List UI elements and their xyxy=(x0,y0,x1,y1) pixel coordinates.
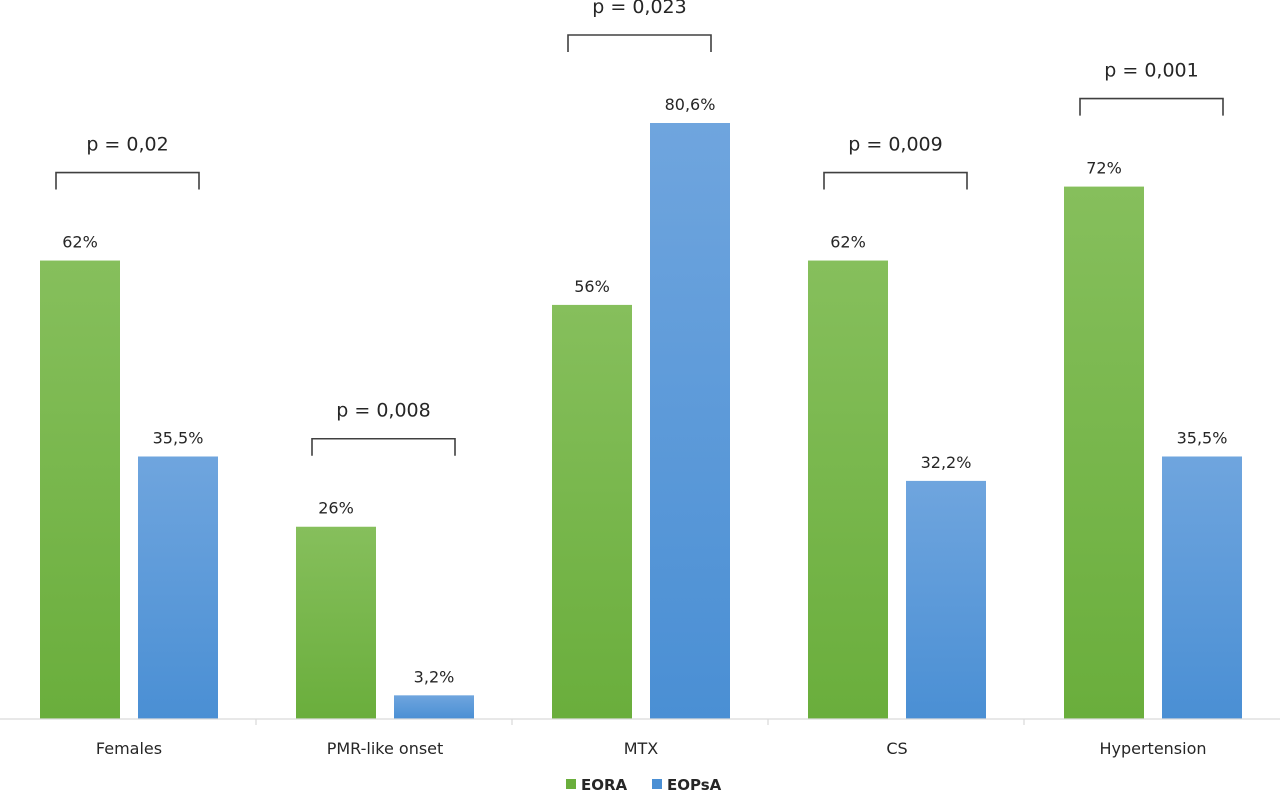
legend-label-eora: EORA xyxy=(581,776,628,794)
x-axis-categories: Females PMR-like onset MTX CS Hypertension xyxy=(96,739,1207,758)
bar-eopsa-hypertension xyxy=(1162,456,1242,719)
p-value-annotations: p = 0,02 p = 0,008 p = 0,023 p = 0,009 p = 0… xyxy=(55,0,1224,456)
significance-bracket-females xyxy=(55,171,200,190)
bar-eora-pmr-like-onset xyxy=(296,526,376,719)
bar-eopsa-cs xyxy=(906,480,986,719)
x-tick-label-cs: CS xyxy=(886,739,907,758)
legend: EORA EOPsA xyxy=(566,776,722,794)
significance-bracket-cs xyxy=(823,171,968,190)
bars-layer xyxy=(40,123,1242,720)
significance-bracket-mtx xyxy=(567,34,712,52)
data-label-eora-hypertension: 72% xyxy=(1086,159,1122,178)
x-tick-label-hypertension: Hypertension xyxy=(1099,739,1206,758)
legend-label-eopsa: EOPsA xyxy=(667,776,722,794)
data-label-eopsa-hypertension: 35,5% xyxy=(1177,428,1228,447)
p-value-label-pmr-like-onset: p = 0,008 xyxy=(336,400,430,422)
bar-eora-hypertension xyxy=(1064,186,1144,720)
x-tick-label-pmr-like-onset: PMR-like onset xyxy=(327,739,444,758)
bar-eora-females xyxy=(40,260,120,719)
data-label-eora-mtx: 56% xyxy=(574,277,610,296)
x-tick-label-females: Females xyxy=(96,739,162,758)
x-axis-ticks xyxy=(255,719,1025,725)
significance-bracket-pmr-like-onset xyxy=(311,437,456,456)
data-label-eopsa-pmr-like-onset: 3,2% xyxy=(414,667,455,686)
bar-eopsa-pmr-like-onset xyxy=(394,695,474,719)
p-value-label-cs: p = 0,009 xyxy=(848,134,942,156)
data-label-eora-cs: 62% xyxy=(830,233,866,252)
bar-eora-mtx xyxy=(552,304,632,719)
x-tick-label-mtx: MTX xyxy=(624,739,659,758)
p-value-label-hypertension: p = 0,001 xyxy=(1104,60,1198,82)
significance-bracket-hypertension xyxy=(1079,97,1224,116)
bar-eopsa-mtx xyxy=(650,123,730,719)
bar-eora-cs xyxy=(808,260,888,719)
data-labels-layer: 62% 35,5% 26% 3,2% 56% 80,6% 62% 32,2% 72% 35,5% xyxy=(62,95,1227,686)
p-value-label-females: p = 0,02 xyxy=(86,134,168,156)
data-label-eopsa-females: 35,5% xyxy=(153,428,204,447)
data-label-eora-pmr-like-onset: 26% xyxy=(318,499,354,518)
bar-eopsa-females xyxy=(138,456,218,719)
data-label-eopsa-mtx: 80,6% xyxy=(665,95,716,114)
legend-swatch-eora xyxy=(566,779,576,789)
p-value-label-mtx: p = 0,023 xyxy=(592,0,686,18)
data-label-eopsa-cs: 32,2% xyxy=(921,453,972,472)
legend-swatch-eopsa xyxy=(652,779,662,789)
data-label-eora-females: 62% xyxy=(62,233,98,252)
